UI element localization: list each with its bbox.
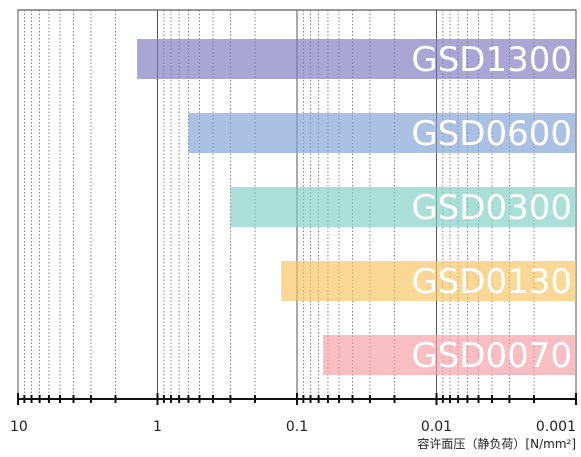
x-tick-label: 0.001 — [536, 419, 576, 435]
bar-label-gsd0130: GSD0130 — [411, 262, 572, 302]
bar-gsd1300 — [137, 39, 576, 79]
bar-gsd0300 — [230, 187, 576, 227]
bar-label-gsd0600: GSD0600 — [411, 114, 572, 154]
bar-gsd0070 — [323, 335, 576, 375]
bar-gsd0130 — [281, 261, 576, 301]
bar-label-gsd1300: GSD1300 — [411, 40, 572, 80]
x-tick-labels: 10 1 0.1 0.01 0.001 — [10, 419, 576, 435]
x-tick-label: 10 — [10, 419, 28, 435]
x-tick-label: 1 — [153, 419, 162, 435]
bar-label-gsd0070: GSD0070 — [411, 336, 572, 376]
bars: GSD1300 GSD0600 GSD0300 GSD0130 GSD0070 — [137, 39, 576, 376]
x-axis — [17, 393, 577, 405]
x-tick-label: 0.01 — [421, 419, 452, 435]
x-tick-label: 0.1 — [286, 419, 308, 435]
bar-gsd0600 — [188, 113, 576, 153]
bar-label-gsd0300: GSD0300 — [411, 188, 572, 228]
x-axis-label: 容许面压（静负荷）[N/mm²] — [417, 436, 576, 451]
